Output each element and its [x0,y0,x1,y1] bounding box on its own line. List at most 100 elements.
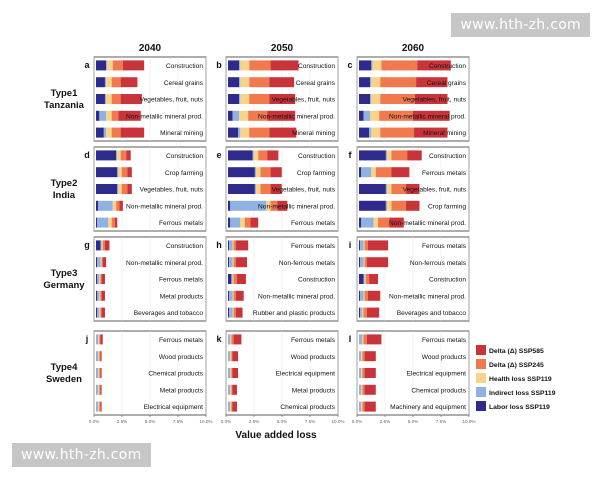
bar-segment-indirect [96,351,99,362]
x-tick-label: 7.5% [305,419,315,424]
sector-label: Crop farming [297,170,335,177]
bar-segment-delta585 [102,257,107,268]
x-tick-label: 2.5% [249,419,259,424]
bar-segment-health [387,150,392,161]
legend-swatch-health [476,373,486,383]
bar-segment-health [361,401,363,412]
sector-label: Metal products [160,293,204,300]
sector-label: Non-ferrous metals [410,260,467,267]
bar-segment-indirect [117,167,119,178]
bar-segment-labor [359,77,371,88]
bar-segment-indirect [359,368,362,378]
bar-segment-labor [96,167,118,178]
bar-segment-indirect [231,274,233,284]
bar-segment-delta585 [232,401,237,412]
bar-segment-health [256,184,261,194]
bar-segment-delta245 [231,401,233,412]
bar-segment-delta245 [121,184,128,194]
bar-segment-delta245 [111,77,121,88]
bar-segment-delta585 [389,217,404,228]
sector-label: Ferrous metals [291,243,336,250]
bar-segment-delta585 [367,290,381,301]
bar-segment-delta245 [121,167,128,178]
bar-segment-delta585 [369,274,379,284]
bar-segment-delta585 [366,257,389,268]
bar-segment-indirect [96,401,99,412]
bar-segment-health [363,240,365,251]
bar-segment-health [112,200,117,211]
bar-segment-labor [228,110,233,121]
bar-segment-health [240,94,250,104]
bar-segment-delta585 [267,150,279,161]
sector-label: Construction [429,153,466,160]
bar-segment-indirect [360,257,364,268]
bar-segment-delta585 [100,351,102,362]
bar-segment-labor [359,240,361,251]
bar-segment-delta245 [99,384,101,395]
bar-segment-indirect [228,351,231,362]
bar-segment-delta585 [101,274,105,284]
bar-segment-health [240,127,250,138]
panel-letter: j [85,334,89,344]
panel-letter: d [84,150,90,160]
x-tick-label: 5.0% [277,419,287,424]
bar-segment-delta585 [127,184,132,194]
sector-label: Beverages and tobacco [397,310,467,317]
sector-label: Wood products [159,354,204,361]
bar-segment-delta245 [270,200,278,211]
bar-segment-indirect [229,257,233,268]
sector-label: Construction [298,153,335,160]
bar-segment-labor [359,94,371,104]
bar-segment-labor [96,110,100,121]
bar-segment-health [361,351,363,362]
bar-segment-indirect [359,334,363,345]
bar-segment-delta585 [122,60,145,71]
x-tick-label: 0.0% [221,419,231,424]
panel-letter: c [347,60,352,70]
bar-segment-health [239,110,249,121]
bar-segment-indirect [230,217,241,228]
bar-segment-health [118,184,122,194]
bar-segment-delta245 [391,184,407,194]
bar-segment-health [101,240,103,251]
bar-segment-health [106,127,112,138]
bar-segment-health [106,110,112,121]
sector-label: Ferrous metals [159,220,204,227]
bar-segment-delta245 [233,240,236,251]
sector-label: Crop farming [165,170,203,177]
row-label-type: Type4 [51,362,78,373]
bar-segment-delta245 [362,384,365,395]
panel-letter: f [349,150,353,160]
bar-segment-indirect [369,127,372,138]
sector-label: Cereal grains [296,80,336,87]
bar-segment-delta585 [366,334,382,345]
bar-segment-delta245 [248,110,268,121]
bar-segment-health [253,150,259,161]
bar-segment-labor [96,60,107,71]
bar-segment-indirect [104,77,107,88]
bar-segment-delta245 [380,127,414,138]
bar-segment-delta245 [231,334,234,345]
bar-segment-delta585 [367,240,389,251]
sector-label: Mineral mining [423,130,466,137]
sector-label: Construction [166,243,203,250]
bar-segment-health [108,217,112,228]
bar-segment-health [372,60,382,71]
bar-segment-health [362,334,364,345]
bar-segment-delta585 [364,351,376,362]
bar-segment-labor [96,274,98,284]
bar-segment-delta245 [99,368,101,378]
sector-label: Ferrous metals [159,277,204,284]
bar-segment-health [98,368,100,378]
bar-segment-delta245 [364,290,368,301]
sector-label: Cereal grains [164,80,204,87]
bar-segment-delta585 [233,334,242,345]
bar-segment-delta585 [407,150,422,161]
x-tick-label: 0.0% [89,419,99,424]
bar-segment-delta585 [101,290,105,301]
bar-segment-health [230,384,232,395]
bar-segment-delta585 [235,290,244,301]
bar-segment-labor [96,307,98,318]
bar-segment-indirect [363,110,371,121]
sector-label: Wood products [291,354,336,361]
